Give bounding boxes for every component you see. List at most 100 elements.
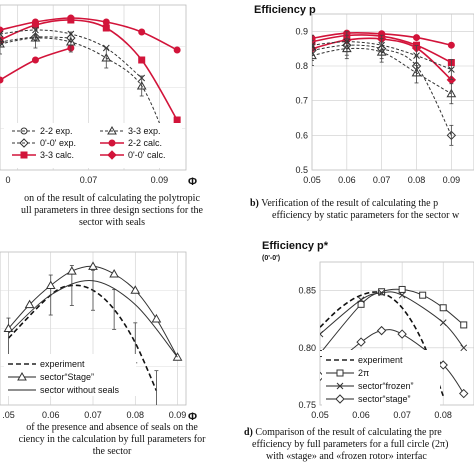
legend-label-c-2: sector without seals <box>40 385 120 395</box>
data-point-d-1-3 <box>398 285 406 293</box>
x-tick-label-c-4: 0.09 <box>169 410 187 420</box>
data-point-b-4-0 <box>312 50 317 60</box>
series-line-a-2 <box>0 47 72 81</box>
data-point-a-1-2 <box>67 16 75 24</box>
data-point-d-1-2 <box>378 288 386 296</box>
data-point-a-5-2 <box>66 33 76 43</box>
caption-d: d) Comparison of the result of calculati… <box>244 427 474 463</box>
caption-d-label: d) <box>244 427 253 438</box>
y-tick-label-b-2: 0.7 <box>295 96 308 106</box>
x-tick-label-b-3: 0.08 <box>408 175 426 185</box>
chart-subtitle-d: (0'-0') <box>262 255 280 262</box>
x-tick-label-a-1: 0.07 <box>80 175 98 185</box>
data-point-d-1-6 <box>460 321 468 329</box>
legend-label-a-3: 2-2 calc. <box>128 138 162 148</box>
x-tick-label-b-0: 0.05 <box>303 175 321 185</box>
y-tick-label-b-0: 0.5 <box>295 165 308 175</box>
caption-d-line-1: Comparison of the result of calculating … <box>252 427 442 438</box>
y-tick-label-b-3: 0.8 <box>295 61 308 71</box>
legend-bg-c <box>4 354 136 396</box>
data-point-c-1-5 <box>109 268 119 278</box>
data-point-c-1-2 <box>45 280 56 289</box>
data-point-a-5-1 <box>30 32 41 42</box>
data-point-a-3-0 <box>0 30 4 38</box>
caption-a-line-1: on of the result of calculating the poly… <box>24 193 200 204</box>
chart-title-d: Efficiency p* <box>262 240 329 252</box>
data-point-d-2-4 <box>439 319 447 326</box>
data-point-d-2-5 <box>460 344 468 352</box>
legend-label-c-1: sector“Stage” <box>40 372 94 382</box>
data-point-a-1-5 <box>173 116 181 124</box>
data-point-c-1-6 <box>130 285 141 294</box>
chart-panel-b: 0.05 0.06 0.07 0.08 0.09 0.5 0.6 0.7 0.8 0.9 Effic… <box>254 4 474 185</box>
series-line-a-4 <box>0 37 171 151</box>
legend-marker-a-1 <box>107 125 117 135</box>
legend-label-d-0: experiment <box>358 355 403 365</box>
x-tick-label-c-3: 0.08 <box>127 410 145 420</box>
legend-marker-a-5 <box>107 150 117 160</box>
series-line-d-3 <box>320 329 465 394</box>
legend-c: experiment sector“Stage” sector without se… <box>4 354 136 396</box>
data-point-b-5-0 <box>312 45 317 56</box>
x-tick-label-d-2: 0.07 <box>393 410 411 420</box>
caption-a-line-2: ull parameters in three design sections … <box>21 205 203 216</box>
data-point-a-2-1 <box>31 56 39 64</box>
legend-label-d-1: 2π <box>358 368 369 378</box>
caption-b-line-1: Verification of the result of calculatin… <box>258 198 439 209</box>
caption-d-line-3: with «stage» and «frozen rotor» interfac <box>266 451 427 462</box>
data-point-a-0-5 <box>173 46 181 54</box>
data-point-d-3-3 <box>397 329 407 339</box>
legend-marker-a-4 <box>20 151 28 159</box>
caption-a: on of the result of calculating the poly… <box>0 193 228 229</box>
caption-a-line-3: sector with seals <box>78 217 146 228</box>
x-tick-label-a-2: 0.09 <box>151 175 169 185</box>
series-group-b <box>312 29 457 146</box>
legend-marker-c-1 <box>17 371 27 381</box>
caption-c: of the presence and absence of seals on … <box>0 422 228 458</box>
data-point-d-3-2 <box>376 325 387 336</box>
data-point-a-2-0 <box>0 76 4 84</box>
caption-b: b) Verification of the result of calcula… <box>250 198 474 222</box>
chart-title-b: Efficiency p <box>254 4 316 16</box>
data-point-c-1-1 <box>24 299 35 309</box>
caption-d-line-2: efficiency by full parameters for a full… <box>252 439 449 450</box>
data-point-c-1-7 <box>151 313 162 323</box>
series-line-a-5 <box>0 36 71 43</box>
data-point-d-2-3 <box>398 291 406 299</box>
x-axis-label-a: Φ <box>188 176 197 188</box>
x-tick-label-c-1: 0.06 <box>42 410 60 420</box>
x-tick-label-c-2: 0.07 <box>84 410 102 420</box>
legend-marker-a-2 <box>19 138 29 148</box>
legend-label-d-3: sector“stage” <box>358 394 411 404</box>
caption-c-line-2: ciency in the calculation by full parame… <box>18 434 206 445</box>
caption-b-label: b) <box>250 198 259 209</box>
series-group-d <box>320 285 469 399</box>
data-point-b-3-0 <box>312 41 316 49</box>
caption-c-line-3: the sector <box>92 446 132 457</box>
chart-panel-a: 0 0.07 0.09 Φ2-2 exp. 3-3 exp.0'-0' exp. 2-2 … <box>0 4 197 188</box>
data-point-c-1-3 <box>67 266 77 275</box>
x-tick-label-b-2: 0.07 <box>373 175 391 185</box>
data-point-d-1-5 <box>439 304 447 312</box>
legend-label-a-5: 0'-0' calc. <box>128 150 165 160</box>
y-tick-label-b-4: 0.9 <box>295 26 308 36</box>
data-point-a-0-3 <box>102 18 110 26</box>
x-axis-label-c: Φ <box>188 411 197 423</box>
x-tick-label-a-0: 0 <box>5 175 10 185</box>
data-point-d-2-0 <box>320 330 324 338</box>
data-point-d-3-4 <box>438 360 448 370</box>
legend-label-a-1: 3-3 exp. <box>128 126 161 136</box>
data-point-d-2-1 <box>357 296 365 304</box>
data-point-a-1-3 <box>102 24 110 32</box>
caption-c-line-1: of the presence and absence of seals on … <box>26 422 198 433</box>
legend-label-d-2: sector“frozen” <box>358 381 414 391</box>
y-tick-label-d-2: 0.85 <box>298 286 316 296</box>
x-tick-label-b-1: 0.06 <box>338 175 356 185</box>
y-tick-label-b-1: 0.6 <box>295 130 308 140</box>
x-tick-label-d-3: 0.08 <box>434 410 452 420</box>
legend-marker-a-0 <box>20 127 28 135</box>
data-point-a-1-1 <box>31 21 39 29</box>
data-point-c-1-0 <box>3 323 14 332</box>
